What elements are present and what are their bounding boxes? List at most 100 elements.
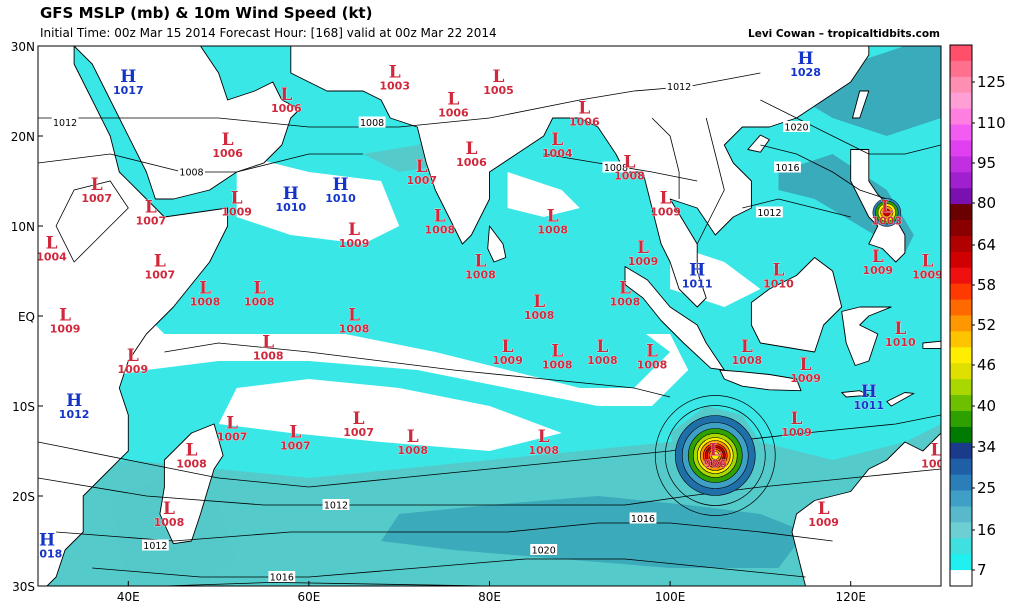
colorbar-swatch bbox=[950, 188, 972, 205]
isobar-9 bbox=[164, 342, 671, 398]
colorbar-swatch bbox=[950, 235, 972, 253]
map-axes: 30N 20N 10N EQ 10S 20S 30S 40E 60E 80E 100E 120E bbox=[11, 40, 866, 604]
pressure-center-letter: L bbox=[578, 99, 590, 119]
pressure-center-value: 1008 bbox=[465, 269, 496, 282]
pressure-center-value: 1008 bbox=[397, 444, 428, 457]
pressure-center-letter: H bbox=[798, 49, 814, 69]
colorbar-swatch bbox=[950, 570, 972, 587]
pressure-center-value: 1010 bbox=[763, 278, 794, 291]
lat-label: 10N bbox=[11, 220, 35, 234]
lon-label: 60E bbox=[297, 590, 320, 604]
pressure-center-value: 1005 bbox=[483, 84, 514, 97]
pressure-center-letter: L bbox=[253, 279, 265, 299]
pressure-center-letter: L bbox=[231, 189, 243, 209]
pressure-center-letter: L bbox=[881, 198, 893, 218]
pressure-center-letter: L bbox=[465, 139, 477, 159]
pressure-center-value: 1006 bbox=[271, 102, 302, 115]
isobar-label: 1008 bbox=[179, 168, 203, 179]
pressure-center-value: 1007 bbox=[81, 192, 112, 205]
isobar-label: 1012 bbox=[667, 82, 691, 93]
pressure-center-value: 1008 bbox=[176, 458, 207, 471]
pressure-center-value: 1010 bbox=[276, 201, 307, 214]
colorbar-label: 34 bbox=[977, 438, 996, 456]
pressure-center-letter: L bbox=[154, 252, 166, 272]
pressure-center-letter: L bbox=[818, 499, 830, 519]
colorbar-swatch bbox=[950, 426, 972, 444]
pressure-center-value: 1006 bbox=[569, 116, 600, 129]
map-title: GFS MSLP (mb) & 10m Wind Speed (kt) bbox=[40, 4, 373, 22]
colorbar-swatch bbox=[950, 347, 972, 364]
colorbar-swatch bbox=[950, 76, 972, 94]
pressure-center-value: 1006 bbox=[212, 147, 243, 160]
isobar-3 bbox=[92, 558, 806, 578]
pressure-center-letter: L bbox=[348, 306, 360, 326]
pressure-center-letter: L bbox=[493, 67, 505, 87]
pressure-center-value: 1008 bbox=[732, 354, 763, 367]
colorbar-swatch bbox=[950, 108, 972, 125]
landmass-2 bbox=[487, 225, 507, 263]
pressure-center-value: 1009 bbox=[781, 426, 812, 439]
colorbar-swatch bbox=[950, 204, 972, 221]
isobar-label: 1016 bbox=[631, 514, 655, 525]
pressure-center-value: 1011 bbox=[853, 399, 884, 412]
isobar-label: 1008 bbox=[360, 118, 384, 129]
pressure-center-letter: L bbox=[474, 252, 486, 272]
pressure-center-letter: L bbox=[551, 342, 563, 362]
pressure-center-letter: L bbox=[533, 292, 545, 312]
colorbar-swatch bbox=[950, 410, 972, 428]
pressure-center-letter: L bbox=[551, 130, 563, 150]
colorbar-swatch bbox=[950, 283, 972, 300]
isobar-13 bbox=[742, 198, 851, 218]
colorbar-label: 95 bbox=[977, 154, 996, 172]
pressure-center-letter: L bbox=[791, 409, 803, 429]
pressure-center-letter: L bbox=[127, 346, 139, 366]
pressure-center-value: 1006 bbox=[456, 156, 487, 169]
pressure-center-letter: H bbox=[861, 382, 877, 402]
isobar-lines bbox=[38, 72, 941, 586]
isobar-8 bbox=[55, 180, 129, 263]
pressure-center-value: 1008 bbox=[524, 309, 555, 322]
pressure-center-letter: H bbox=[66, 391, 82, 411]
pressure-center-letter: L bbox=[619, 279, 631, 299]
colorbar-swatch bbox=[950, 60, 972, 78]
pressure-center-letter: L bbox=[46, 234, 58, 254]
lat-label: 20N bbox=[11, 130, 35, 144]
colorbar-swatch bbox=[950, 490, 972, 507]
colorbar-swatch bbox=[950, 92, 972, 110]
pressure-center-value: 1008 bbox=[610, 296, 641, 309]
colorbar-swatch bbox=[950, 331, 972, 348]
colorbar-swatch bbox=[950, 474, 972, 491]
pressure-center-letter: L bbox=[226, 414, 238, 434]
pressure-center-value: 1028 bbox=[790, 66, 821, 79]
colorbar-swatch bbox=[950, 156, 972, 173]
pressure-center-value: 1008 bbox=[190, 296, 221, 309]
pressure-center-letter: L bbox=[800, 355, 812, 375]
pressure-center-value: 1008 bbox=[637, 359, 668, 372]
isobar-label-bg bbox=[783, 121, 810, 132]
colorbar-label: 80 bbox=[977, 194, 996, 212]
isobar-label-bg bbox=[268, 571, 296, 582]
cyclone-isobar bbox=[664, 405, 766, 506]
isobar-15 bbox=[651, 117, 680, 199]
colorbar-swatch bbox=[950, 442, 972, 460]
